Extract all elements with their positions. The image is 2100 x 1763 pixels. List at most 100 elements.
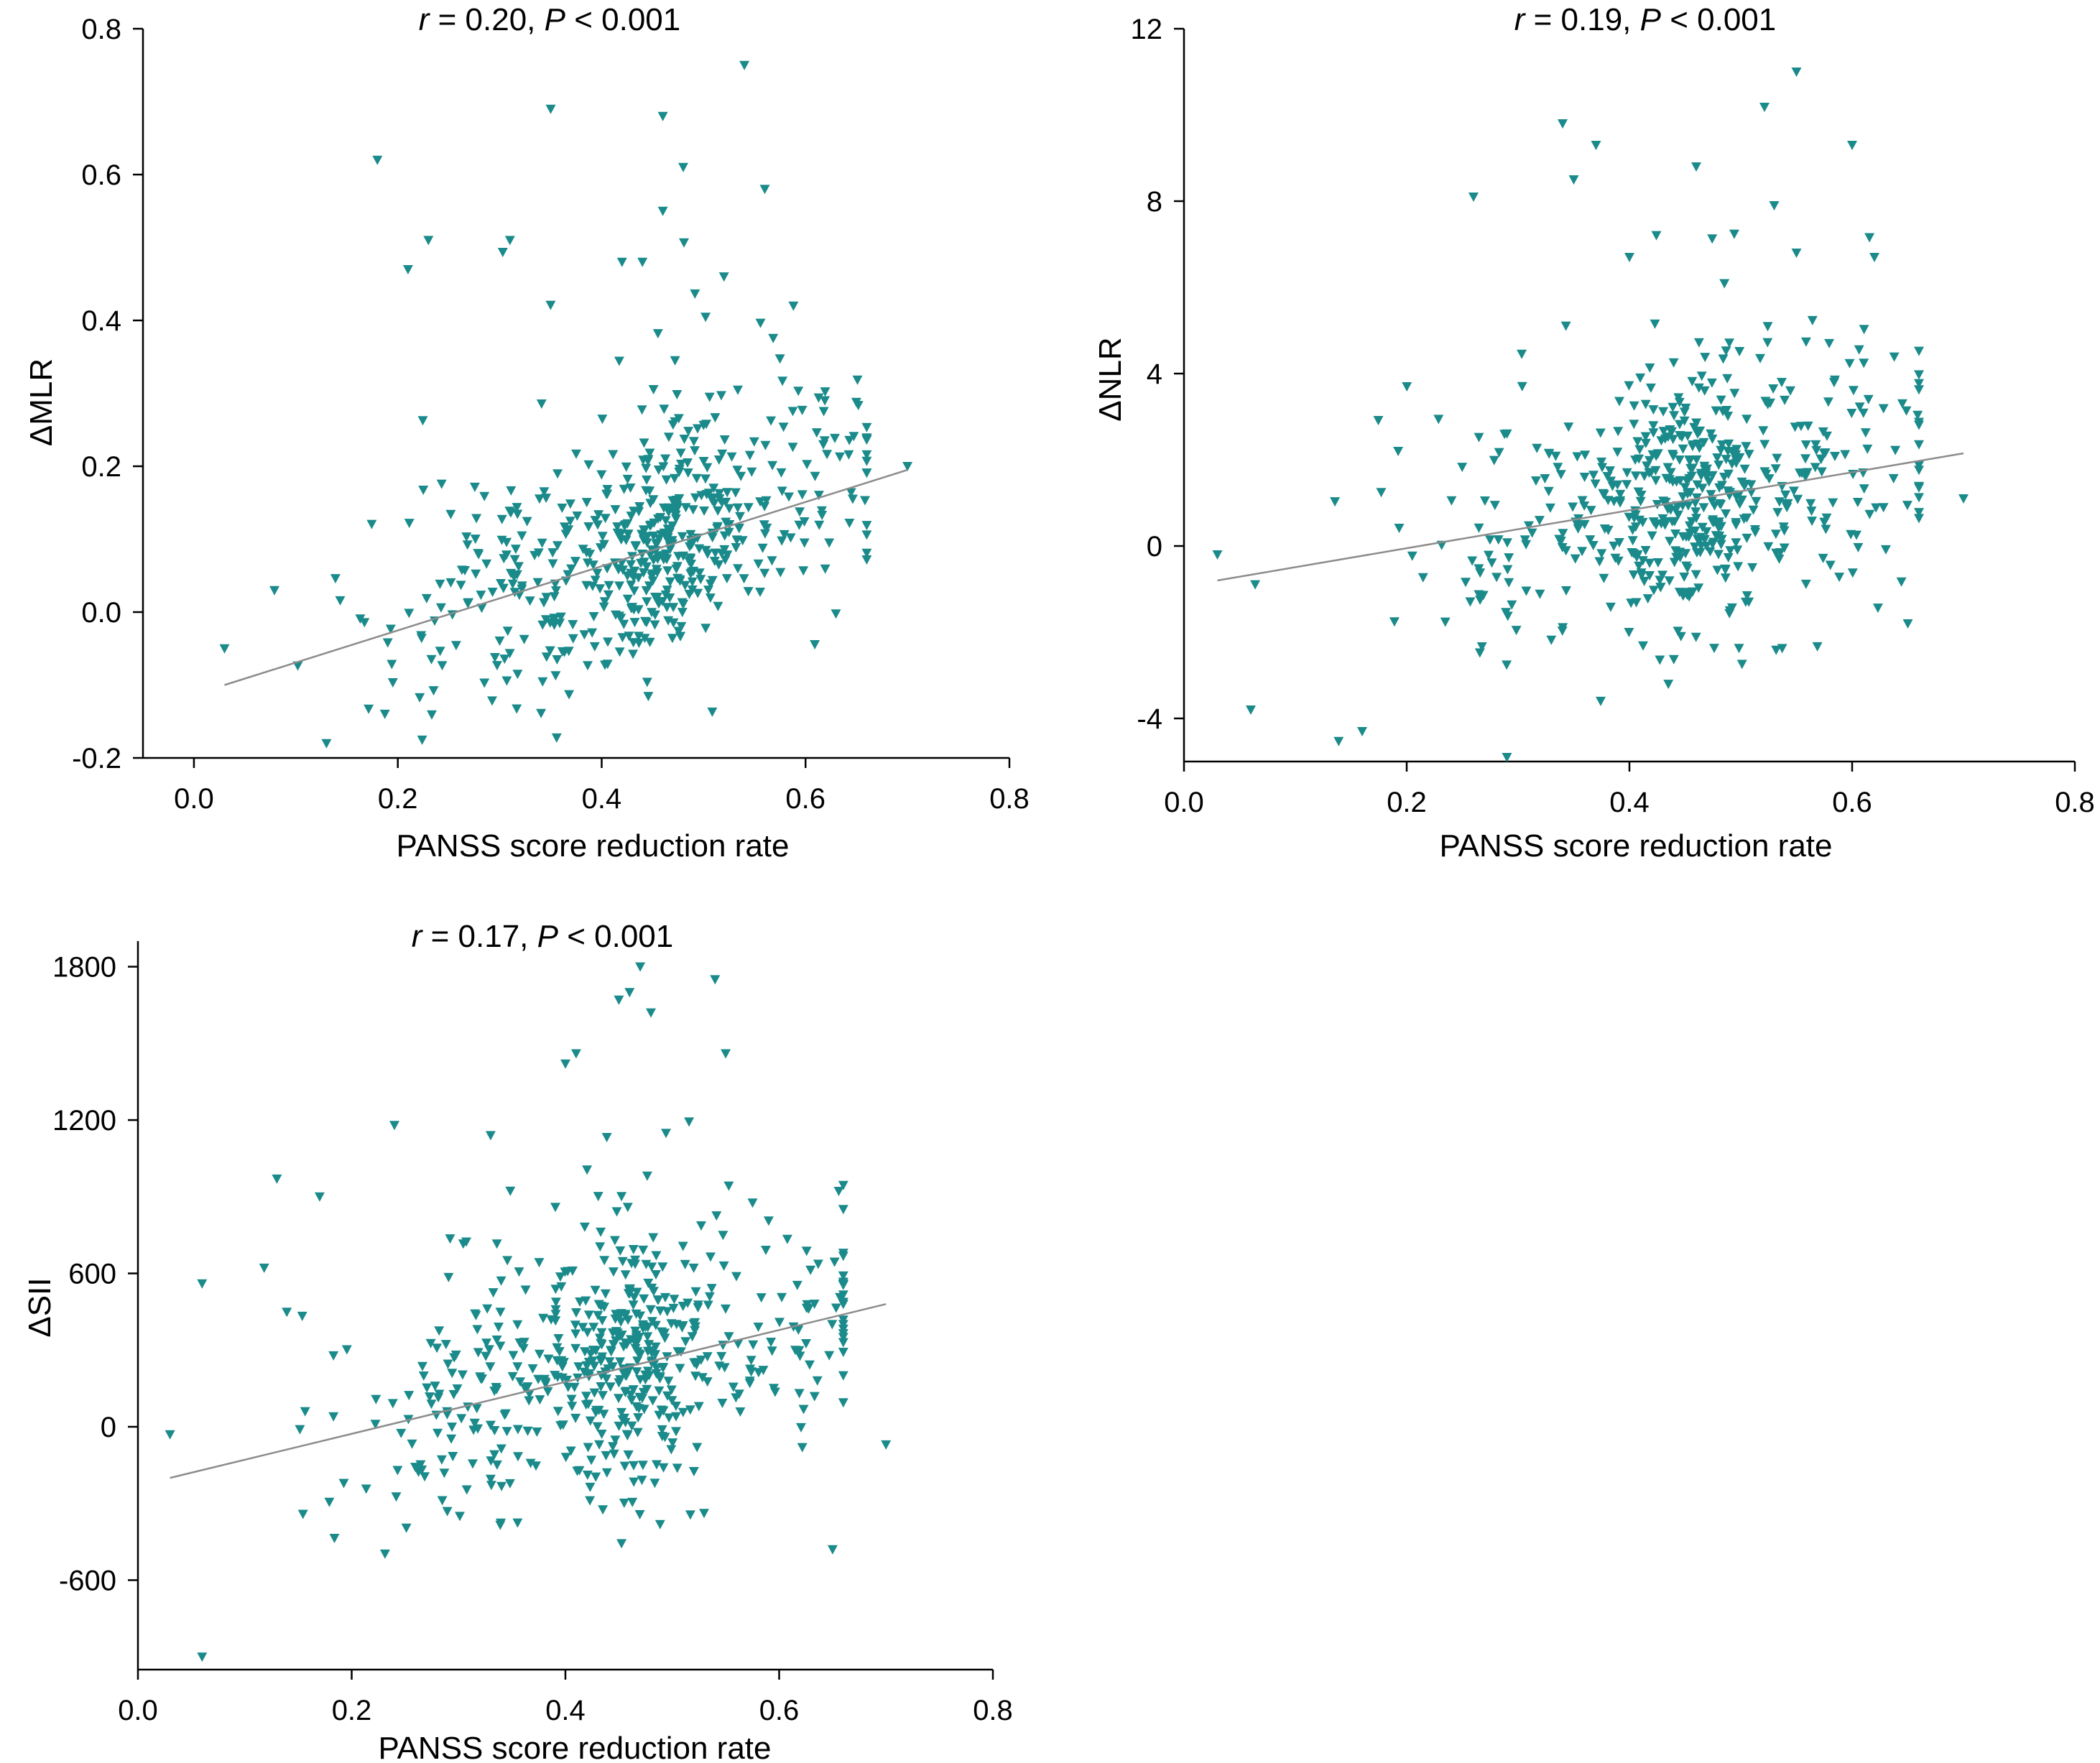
chart-nlr-data-point	[1800, 454, 1810, 464]
chart-nlr-data-point	[1457, 463, 1468, 473]
chart-sii-data-point	[769, 1387, 780, 1397]
chart-mlr-data-point	[616, 257, 627, 267]
chart-mlr-data-point	[641, 486, 652, 496]
chart-mlr-data-point	[602, 564, 613, 574]
chart-sii-data-point	[616, 1407, 626, 1417]
chart-sii-data-point	[717, 1399, 728, 1408]
chart-mlr-data-point	[612, 528, 623, 538]
chart-mlr-data-point	[629, 586, 639, 596]
chart-sii-data-point	[324, 1497, 335, 1507]
chart-mlr-data-point	[660, 454, 671, 464]
chart-mlr-data-point	[555, 612, 566, 622]
chart-sii-data-point	[418, 1371, 429, 1381]
chart-nlr-data-point	[1669, 411, 1680, 421]
chart-sii-data-point	[596, 1382, 606, 1392]
chart-sii-data-point	[560, 1059, 570, 1069]
chart-mlr-y-tick-label: 0.4	[81, 305, 121, 337]
chart-mlr-data-point	[733, 385, 743, 395]
chart-nlr-data-point	[1732, 545, 1743, 555]
chart-nlr-data-point	[1744, 597, 1754, 607]
chart-mlr-data-point	[757, 543, 768, 553]
chart-mlr-data-point	[421, 593, 432, 603]
chart-nlr-data-point	[1664, 576, 1675, 586]
chart-sii-data-point	[628, 1385, 639, 1395]
chart-nlr-data-point	[1716, 445, 1726, 455]
chart-sii-data-point	[835, 1292, 846, 1302]
chart-sii-data-point	[518, 1343, 529, 1354]
chart-nlr-data-point	[1763, 542, 1774, 552]
chart-nlr-data-point	[1640, 438, 1651, 448]
chart-nlr-data-point	[1858, 408, 1869, 418]
chart-nlr-data-point	[1694, 443, 1705, 453]
chart-nlr-data-point	[1823, 397, 1833, 407]
chart-nlr-data-point	[1690, 570, 1701, 580]
chart-sii-data-point	[593, 1310, 603, 1320]
chart-nlr-data-point	[1800, 337, 1811, 347]
chart-nlr-data-point	[1674, 420, 1685, 430]
chart-nlr-data-point	[1755, 353, 1765, 364]
chart-nlr-data-point	[1806, 506, 1817, 517]
chart-nlr-data-point	[1543, 448, 1554, 458]
chart-mlr-data-point	[501, 550, 512, 560]
chart-sii-data-point	[596, 1355, 606, 1365]
chart-sii-data-point	[734, 1389, 744, 1399]
chart-sii-data-point	[570, 1343, 581, 1354]
chart-mlr-data-point	[536, 708, 547, 718]
chart-sii-data-point	[442, 1507, 453, 1517]
chart-nlr-data-point	[1502, 538, 1512, 548]
chart-mlr-data-point	[652, 329, 663, 339]
chart-nlr-data-point	[1555, 470, 1566, 480]
chart-nlr-data-point	[1674, 588, 1685, 598]
chart-nlr-data-point	[1731, 492, 1742, 502]
chart-sii-data-point	[718, 1261, 729, 1271]
chart-nlr-data-point	[1764, 474, 1775, 484]
chart-mlr-data-point	[602, 489, 613, 499]
chart-mlr-data-point	[596, 470, 607, 480]
chart-sii-data-point	[838, 1338, 848, 1348]
chart-sii-data-point	[560, 1453, 571, 1463]
chart-mlr-data-point	[565, 517, 575, 527]
chart-mlr-data-point	[683, 468, 693, 478]
chart-mlr-data-point	[731, 543, 741, 552]
chart-nlr-data-point	[1561, 586, 1571, 596]
chart-nlr-data-point	[1771, 645, 1782, 655]
chart-sii-data-point	[657, 1432, 667, 1442]
chart-nlr-data-point	[1634, 515, 1645, 525]
chart-sii-data-point	[371, 1394, 381, 1405]
chart-sii-data-point	[197, 1652, 208, 1662]
chart-sii-data-point	[648, 1233, 659, 1243]
chart-sii-data-point	[675, 1364, 685, 1374]
chart-sii-data-point	[531, 1461, 541, 1471]
chart-sii-data-point	[457, 1370, 468, 1380]
chart-nlr-data-point	[1734, 347, 1745, 356]
chart-nlr-data-point	[1614, 538, 1624, 547]
chart-sii-data-point	[642, 1171, 652, 1181]
chart-sii-data-point	[486, 1456, 496, 1466]
chart-sii-data-point	[706, 1252, 716, 1262]
chart-mlr-data-point	[676, 459, 686, 469]
chart-sii-data-point	[669, 1295, 680, 1305]
chart-nlr-data-point	[1586, 506, 1596, 516]
chart-nlr-data-point	[1662, 463, 1673, 473]
chart-nlr-data-point	[1769, 201, 1780, 210]
chart-mlr-data-point	[571, 449, 581, 459]
chart-nlr-data-point	[1527, 528, 1537, 538]
chart-mlr-data-point	[694, 568, 705, 578]
chart-nlr-data-point	[1723, 553, 1734, 563]
chart-sii-data-point	[611, 1207, 622, 1217]
chart-mlr-data-point	[496, 579, 506, 588]
chart-nlr-data-point	[1558, 119, 1568, 129]
chart-mlr-data-point	[219, 644, 230, 654]
chart-nlr-data-point	[1502, 611, 1513, 621]
chart-nlr-data-point	[1902, 619, 1913, 629]
chart-sii-y-label: ΔSII	[22, 1277, 57, 1337]
chart-nlr-data-point	[1889, 352, 1900, 362]
chart-nlr-data-point	[1718, 407, 1729, 417]
chart-mlr-data-point	[713, 455, 724, 465]
chart-mlr-data-point	[595, 543, 606, 553]
chart-sii-data-point	[295, 1425, 305, 1435]
chart-sii-data-point	[662, 1391, 672, 1401]
chart-mlr-data-point	[814, 520, 825, 530]
chart-mlr-data-point	[861, 450, 872, 460]
chart-sii-data-point	[579, 1222, 590, 1232]
